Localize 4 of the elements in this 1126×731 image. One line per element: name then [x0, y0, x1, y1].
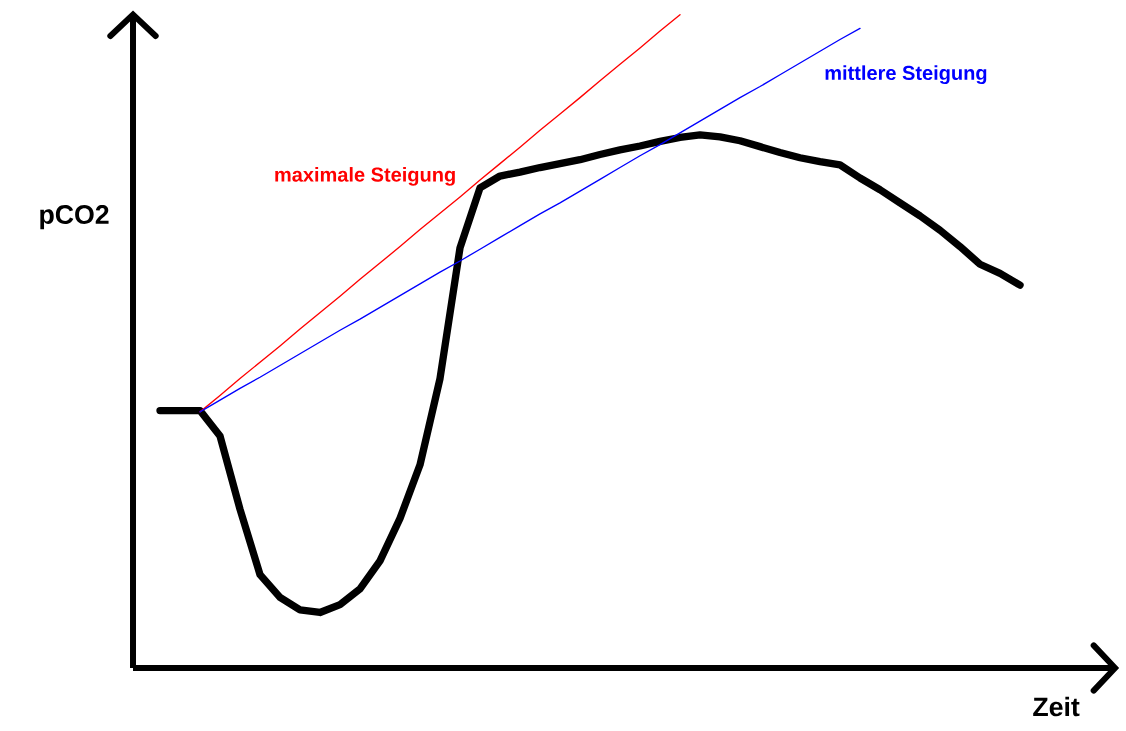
series-label: maximale Steigung — [275, 167, 455, 186]
series-label: mittlere Steigung — [825, 65, 987, 85]
x-axis-title: Zeit — [1033, 696, 1080, 717]
y-axis-title: pCO2 — [40, 205, 109, 230]
